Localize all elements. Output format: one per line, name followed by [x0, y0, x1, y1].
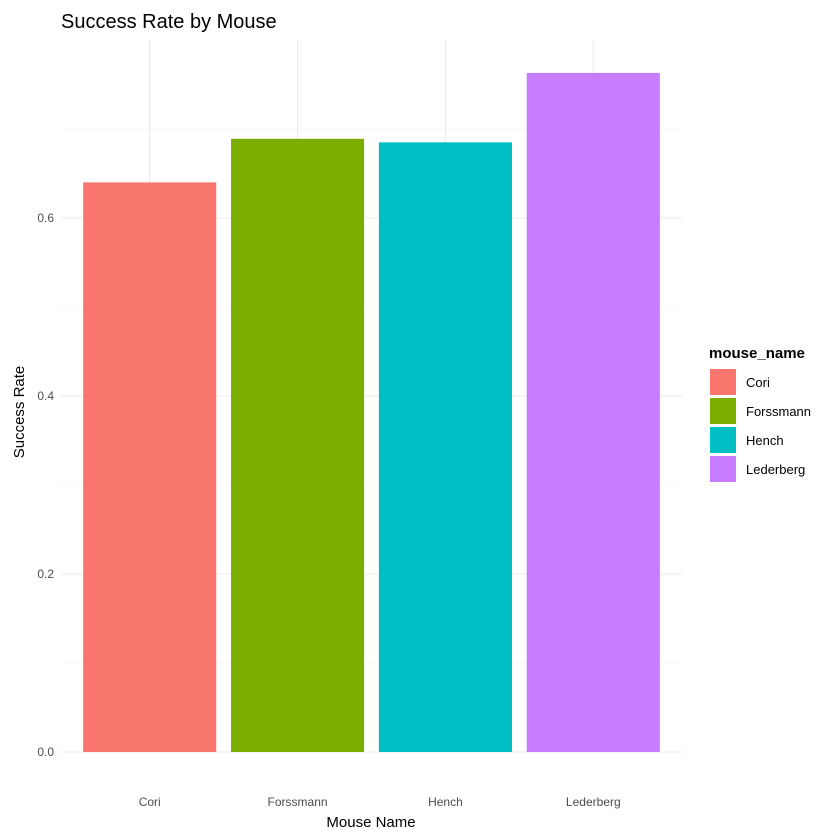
y-axis-ticks: 0.0 0.2 0.4 0.6: [37, 211, 54, 759]
y-tick-label: 0.0: [37, 745, 54, 759]
x-axis-ticks: Cori Forssmann Hench Lederberg: [139, 795, 621, 809]
y-tick-label: 0.2: [37, 567, 54, 581]
x-tick-label: Hench: [428, 795, 463, 809]
x-tick-label: Forssmann: [268, 795, 328, 809]
legend-label: Forssmann: [746, 404, 811, 419]
bar-lederberg: [526, 72, 660, 753]
legend-label: Hench: [746, 433, 784, 448]
x-tick-label: Lederberg: [566, 795, 621, 809]
chart-title: Success Rate by Mouse: [61, 11, 277, 33]
legend-key-cori: [710, 369, 736, 395]
legend-label: Lederberg: [746, 462, 805, 477]
y-tick-label: 0.4: [37, 389, 54, 403]
legend-label: Cori: [746, 375, 770, 390]
legend-key-lederberg: [710, 456, 736, 482]
legend-title: mouse_name: [709, 345, 805, 362]
legend-key-hench: [710, 427, 736, 453]
bar-forssmann: [231, 138, 365, 753]
bar-hench: [378, 142, 512, 753]
bar-cori: [83, 182, 217, 752]
x-tick-label: Cori: [139, 795, 161, 809]
bars: [83, 72, 660, 753]
legend: mouse_name Cori Forssmann Hench Lederberg: [709, 345, 811, 482]
y-tick-label: 0.6: [37, 211, 54, 225]
y-axis-title: Success Rate: [11, 366, 28, 459]
x-axis-title: Mouse Name: [326, 814, 415, 831]
legend-key-forssmann: [710, 398, 736, 424]
